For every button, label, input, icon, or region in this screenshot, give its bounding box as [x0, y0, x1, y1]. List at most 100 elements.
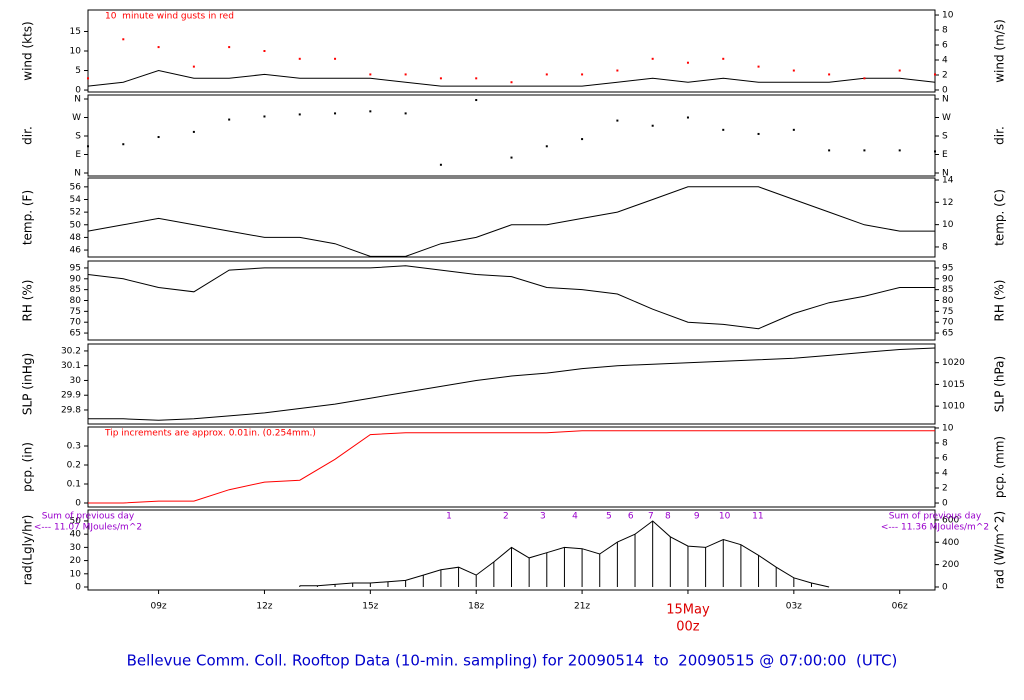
tick-label: N	[74, 95, 81, 105]
data-point	[475, 99, 478, 102]
tick-label: 75	[70, 307, 81, 317]
data-point	[404, 73, 407, 76]
data-point	[157, 136, 160, 139]
y-axis-label: temp. (F)	[21, 190, 35, 245]
data-point	[898, 69, 901, 72]
tick-label: 0	[942, 582, 948, 592]
tick-label: 50	[70, 516, 82, 526]
tick-label: 4	[942, 55, 948, 65]
y-axis-label: rad(Lgly/hr)	[21, 515, 35, 586]
tick-label: 1010	[942, 402, 965, 412]
tick-label: 0	[75, 86, 81, 96]
data-point	[792, 128, 795, 131]
tick-label: 80	[70, 296, 82, 306]
tick-label: N	[74, 168, 81, 178]
tick-label: 30	[70, 543, 82, 553]
panel-frame	[87, 177, 936, 258]
tick-label: 0	[75, 583, 81, 593]
tick-label: W	[942, 113, 951, 123]
data-line	[87, 186, 935, 257]
tick-label: S	[942, 132, 948, 142]
data-point	[863, 77, 866, 80]
tick-label: 52	[70, 208, 81, 218]
x-tick-label: 21z	[574, 602, 590, 612]
tick-label: 0	[942, 499, 948, 509]
data-point	[828, 73, 831, 76]
annotation: <--- 11.36 MJoules/m^2	[881, 523, 989, 533]
tick-label: E	[75, 150, 81, 160]
tick-label: 0	[75, 499, 81, 509]
y2-axis-label: dir.	[993, 126, 1007, 145]
tick-label: 30.1	[61, 361, 81, 371]
page-title: Bellevue Comm. Coll. Rooftop Data (10-mi…	[127, 652, 898, 670]
data-point	[298, 57, 301, 60]
panel-frame	[87, 9, 936, 93]
tick-label: 6	[942, 41, 948, 51]
data-point	[263, 50, 266, 52]
data-point	[228, 118, 231, 121]
tick-label: 10	[942, 220, 954, 230]
y2-axis-label: wind (m/s)	[993, 19, 1007, 83]
y2-axis-label: temp. (C)	[993, 189, 1007, 246]
tick-label: E	[942, 150, 948, 160]
data-point	[369, 110, 372, 113]
annotation: <--- 11.07 MJoules/m^2	[34, 523, 142, 533]
tick-label: 1015	[942, 380, 965, 390]
tick-label: 8	[942, 438, 948, 448]
tick-label: 12	[942, 198, 953, 208]
y-axis-label: pcp. (in)	[21, 442, 35, 492]
tick-label: 70	[70, 318, 82, 328]
data-point	[898, 149, 901, 152]
data-point	[192, 65, 195, 68]
tick-label: 29.9	[61, 391, 81, 401]
tick-label: 10	[942, 11, 954, 21]
data-point	[404, 112, 407, 115]
tick-label: 400	[942, 538, 959, 548]
tick-label: 54	[70, 195, 82, 205]
data-point	[934, 150, 936, 153]
data-point	[616, 119, 619, 122]
tick-label: 2	[942, 484, 948, 494]
hour-mark: 7	[648, 512, 654, 522]
data-point	[828, 149, 831, 152]
data-point	[510, 81, 513, 84]
tick-label: 1020	[942, 358, 965, 368]
annotation: Tip increments are approx. 0.01in. (0.25…	[104, 429, 316, 439]
data-point	[263, 115, 266, 118]
data-point	[122, 143, 125, 146]
tick-label: 40	[70, 530, 82, 540]
hour-mark: 2	[503, 512, 509, 522]
data-point	[686, 116, 689, 119]
data-outline	[299, 520, 830, 588]
data-point	[757, 65, 760, 68]
data-point	[545, 145, 548, 148]
data-point	[475, 77, 478, 80]
tick-label: 56	[70, 182, 82, 192]
tick-label: 29.8	[61, 405, 81, 415]
hour-mark: 4	[572, 512, 578, 522]
tick-label: 600	[942, 515, 959, 525]
data-point	[87, 145, 89, 148]
tick-label: 90	[942, 274, 954, 284]
data-point	[651, 57, 654, 60]
hour-mark: 9	[694, 512, 700, 522]
hour-mark: 3	[540, 512, 546, 522]
data-point	[157, 46, 160, 49]
tick-label: 20	[70, 556, 82, 566]
tick-label: 8	[942, 242, 948, 252]
tick-label: 6	[942, 453, 948, 463]
y-axis-label: RH (%)	[21, 280, 35, 322]
tick-label: 65	[942, 329, 953, 339]
tick-label: 65	[70, 329, 81, 339]
data-point	[298, 113, 301, 116]
data-point	[439, 77, 442, 80]
date-label: 15May	[666, 603, 710, 618]
data-point	[722, 57, 725, 60]
data-point	[228, 46, 231, 49]
hour-mark: 1	[446, 512, 452, 522]
tick-label: 85	[942, 285, 953, 295]
date-time-label: 00z	[676, 620, 700, 635]
tick-label: 14	[942, 176, 954, 186]
